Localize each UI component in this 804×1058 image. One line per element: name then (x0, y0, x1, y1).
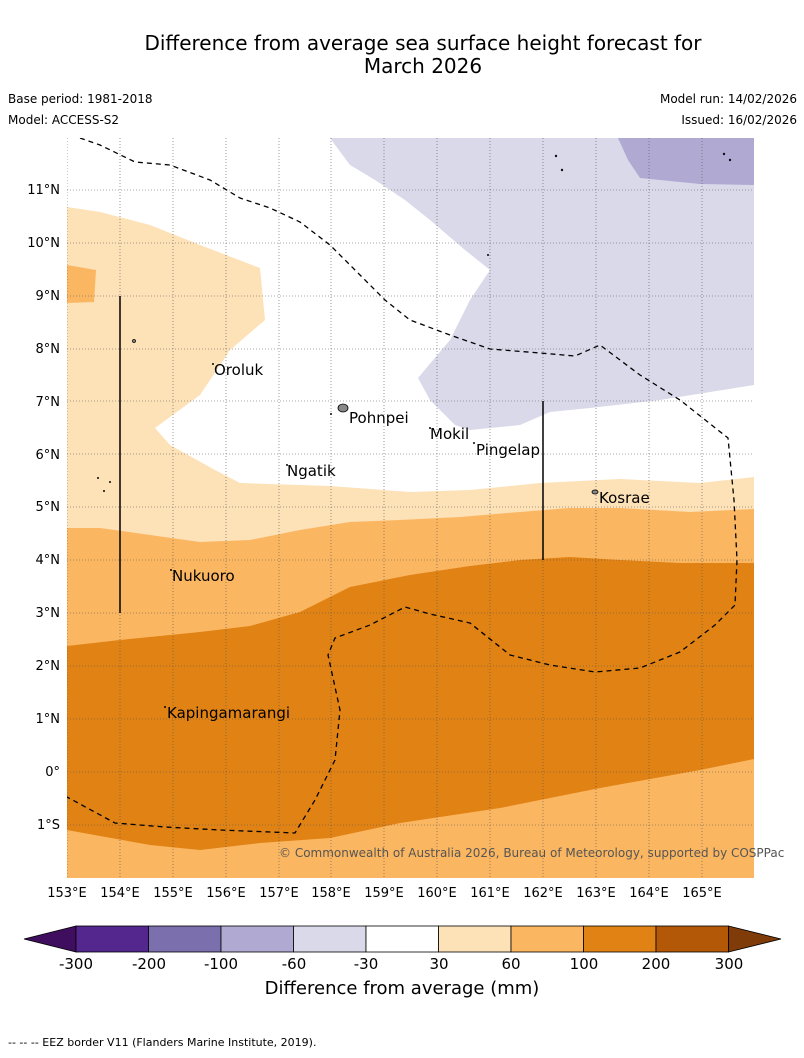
lat-label: 1°S (37, 818, 60, 833)
title-line-1: Difference from average sea surface heig… (144, 31, 702, 55)
place-oroluk: Oroluk (214, 361, 263, 379)
lat-gridlines (67, 189, 754, 826)
colorbar-segment (220, 925, 294, 953)
islet (163, 706, 166, 709)
colorbar-tick: 300 (715, 955, 744, 973)
islet (169, 569, 172, 572)
eez-border-north (67, 138, 738, 834)
contour-minus100-60 (618, 138, 754, 185)
contour-100-200 (67, 557, 754, 850)
copyright-notice: © Commonwealth of Australia 2026, Bureau… (279, 846, 784, 860)
place-nukuoro: Nukuoro (172, 567, 235, 585)
lon-label: 161°E (470, 886, 510, 901)
lat-label: 7°N (36, 395, 61, 410)
colorbar-segment (75, 925, 149, 953)
colorbar-segment (148, 925, 222, 953)
colorbar-segment (365, 925, 439, 953)
model-run: Model run: 14/02/2026 (659, 92, 797, 106)
colorbar-tick: -200 (132, 955, 166, 973)
islet (428, 426, 431, 429)
islet (132, 339, 136, 343)
lon-label: 157°E (259, 886, 299, 901)
lon-label: 164°E (629, 886, 669, 901)
lon-label: 163°E (576, 886, 616, 901)
title-line-2: March 2026 (363, 54, 483, 78)
issued-date: Issued: 16/02/2026 (681, 113, 797, 127)
place-pingelap: Pingelap (476, 441, 540, 459)
colorbar-tick: 60 (501, 955, 520, 973)
colorbar-tick: 200 (642, 955, 671, 973)
lat-label: 1°N (36, 712, 61, 727)
map-area: Oroluk Pohnpei Mokil Pingelap Ngatik Kos… (67, 138, 754, 878)
colorbar (23, 925, 782, 953)
lat-label: 5°N (36, 500, 61, 515)
model-name: Model: ACCESS-S2 (8, 113, 120, 127)
islet (486, 253, 489, 256)
colorbar-segment (510, 925, 584, 953)
colorbar-tick: -300 (59, 955, 93, 973)
colorbar-ticks: -300 -200 -100 -60 -30 30 60 100 200 300 (59, 955, 743, 973)
contour-60-100-west (67, 265, 96, 303)
place-kosrae: Kosrae (599, 489, 650, 507)
lat-label: 8°N (36, 342, 61, 357)
chart-title: Difference from average sea surface heig… (0, 32, 804, 78)
colorbar-segment (293, 925, 367, 953)
lon-label: 165°E (682, 886, 722, 901)
islet (211, 362, 214, 365)
pohnpei-island (337, 403, 349, 413)
lon-label: 159°E (364, 886, 404, 901)
place-ngatik: Ngatik (287, 462, 336, 480)
islands (97, 152, 732, 709)
lon-label: 162°E (523, 886, 563, 901)
colorbar-segment (655, 925, 729, 953)
islet (103, 489, 106, 492)
islet (109, 480, 112, 483)
colorbar-extend-low (23, 925, 77, 953)
lat-label: 0° (45, 765, 60, 780)
colorbar-tick: -100 (204, 955, 238, 973)
lat-label: 6°N (36, 448, 61, 463)
islet (97, 476, 100, 479)
lon-label: 160°E (417, 886, 457, 901)
lat-label: 11°N (27, 183, 60, 198)
lat-label: 3°N (36, 606, 61, 621)
colorbar-tick: 100 (570, 955, 599, 973)
colorbar-tick: -60 (282, 955, 307, 973)
kosrae-island (591, 489, 599, 495)
lon-label: 154°E (100, 886, 140, 901)
islet (329, 412, 332, 415)
colorbar-label: Difference from average (mm) (264, 978, 540, 999)
colorbar-tick: -30 (354, 955, 379, 973)
colorbar-extend-high (728, 925, 782, 953)
lat-labels: 11°N 10°N 9°N 8°N 7°N 6°N 5°N 4°N 3°N 2°… (27, 183, 60, 833)
islet (285, 463, 288, 466)
lon-label: 153°E (47, 886, 87, 901)
eez-footnote: -- -- -- EEZ border V11 (Flanders Marine… (8, 1036, 317, 1049)
islet (560, 168, 564, 172)
lat-label: 9°N (36, 289, 61, 304)
place-mokil: Mokil (430, 425, 469, 443)
islet (472, 441, 475, 444)
place-pohnpei: Pohnpei (349, 409, 409, 427)
colorbar-segment (438, 925, 512, 953)
lon-label: 156°E (206, 886, 246, 901)
colorbar-segment (583, 925, 657, 953)
islet (728, 158, 732, 162)
islet (554, 154, 558, 158)
lon-label: 155°E (153, 886, 193, 901)
lat-label: 2°N (36, 659, 61, 674)
lon-gridlines (67, 138, 703, 878)
contour-minus60-30 (330, 138, 754, 430)
lat-label: 4°N (36, 553, 61, 568)
base-period: Base period: 1981-2018 (8, 92, 153, 106)
colorbar-tick: 30 (429, 955, 448, 973)
lon-label: 158°E (311, 886, 351, 901)
lat-label: 10°N (27, 236, 60, 251)
islet (722, 152, 726, 156)
place-kapingamarangi: Kapingamarangi (167, 704, 290, 722)
lon-labels: 153°E 154°E 155°E 156°E 157°E 158°E 159°… (47, 886, 722, 901)
